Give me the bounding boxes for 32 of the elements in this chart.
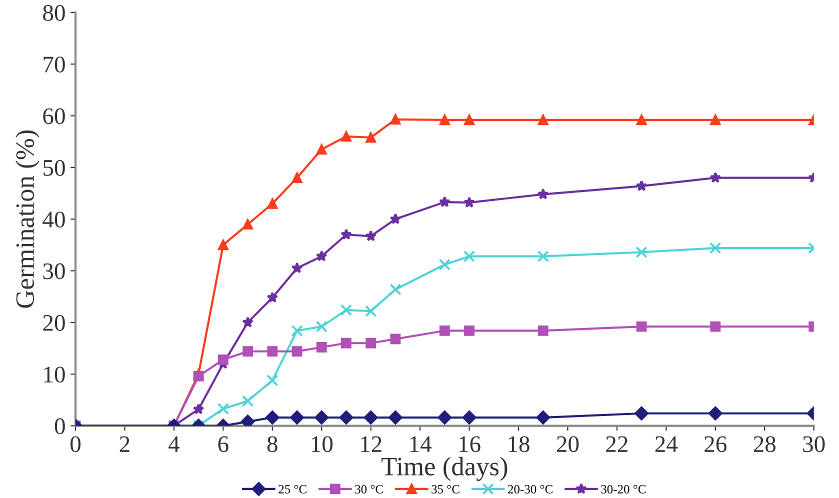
legend-label: 25 °C <box>278 485 306 494</box>
legend-label: 30 °C <box>355 485 383 494</box>
x-tick-label: 14 <box>410 436 432 452</box>
y-tick-label: 0 <box>54 418 65 434</box>
y-tick-label: 50 <box>44 160 65 176</box>
y-tick-label: 10 <box>44 366 65 383</box>
y-tick-label: 70 <box>44 56 65 73</box>
y-tick-label: 60 <box>43 108 65 124</box>
x-tick-label: 22 <box>606 436 628 452</box>
x-tick-label: 24 <box>655 436 678 452</box>
x-tick-label: 26 <box>704 436 726 452</box>
x-tick-label: 18 <box>508 436 530 452</box>
y-tick-label: 30 <box>43 263 65 280</box>
x-tick-label: 12 <box>361 436 382 452</box>
y-tick-label: 20 <box>43 314 65 331</box>
legend-label: 35 °C <box>432 485 460 494</box>
y-axis-title: Germination (%) <box>15 130 40 308</box>
x-tick-label: 28 <box>754 436 776 452</box>
x-tick-label: 6 <box>218 436 228 452</box>
x-tick-label: 16 <box>460 436 480 452</box>
x-tick-label: 8 <box>267 436 278 452</box>
y-tick-label: 80 <box>43 4 65 21</box>
x-tick-label: 4 <box>168 436 180 452</box>
x-tick-label: 10 <box>312 436 333 452</box>
x-tick-label: 20 <box>556 436 579 452</box>
legend-label: 20-30 °C <box>508 485 552 494</box>
x-axis-title: Time (days) <box>381 456 508 481</box>
y-tick-label: 40 <box>42 212 65 228</box>
legend-label: 30-20 °C <box>601 485 646 494</box>
x-tick-label: 30 <box>803 436 825 452</box>
x-tick-label: 0 <box>70 436 81 452</box>
x-tick-label: 2 <box>120 436 130 452</box>
